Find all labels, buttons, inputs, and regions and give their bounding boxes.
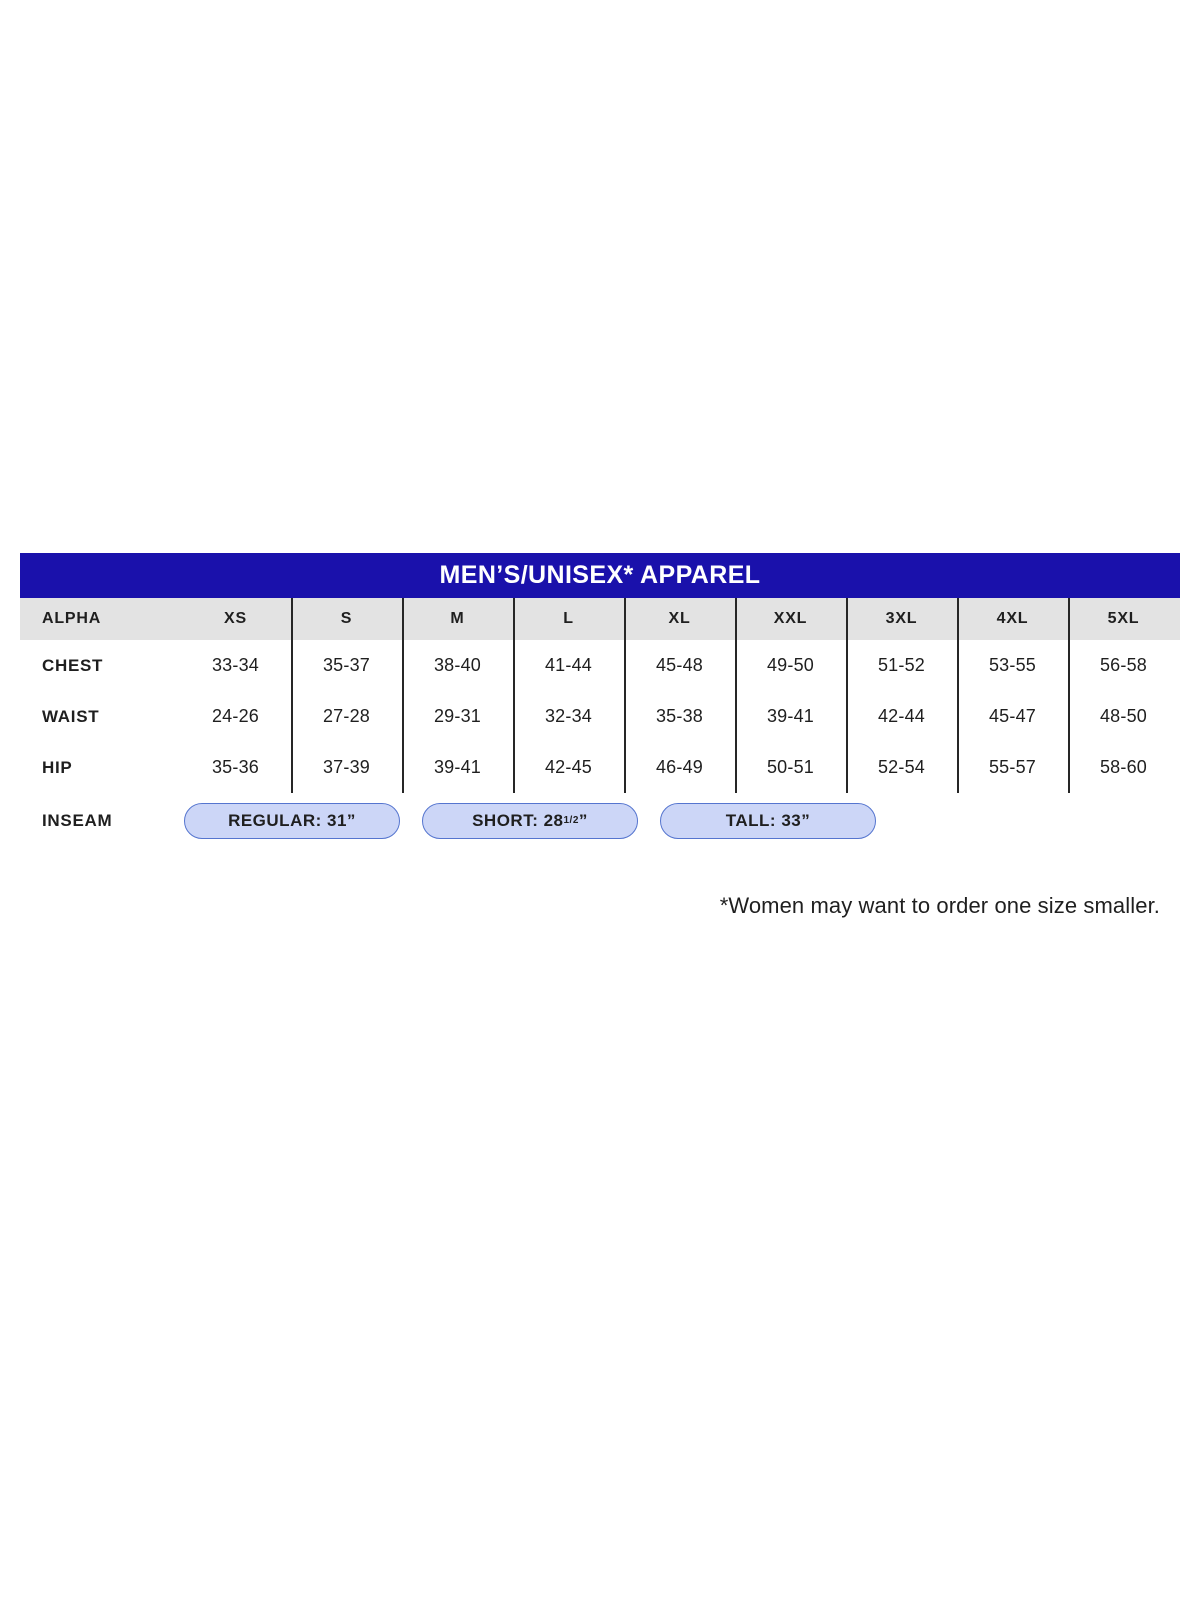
inseam-row: INSEAM REGULAR: 31” SHORT: 28 1/2” TALL: … [20, 793, 1180, 849]
cell-chest-4xl: 53-55 [988, 655, 1037, 675]
cell-chest-m: 38-40 [433, 655, 482, 675]
cell-waist-xxl: 39-41 [766, 706, 815, 726]
inseam-option-short-label: SHORT: 28 [472, 811, 564, 830]
size-table: ALPHA XS S M L XL XXL 3XL 4XL 5XL CHEST … [20, 598, 1180, 793]
cell-hip-l: 42-45 [544, 757, 593, 777]
column-header-m: M [450, 610, 465, 627]
inseam-option-tall-label: TALL: 33” [725, 811, 811, 830]
cell-chest-xs: 33-34 [211, 655, 260, 675]
cell-chest-s: 35-37 [322, 655, 371, 675]
inseam-option-short-suffix: ” [578, 811, 588, 830]
table-row: WAIST 24-26 27-28 29-31 32-34 35-38 39-4… [20, 691, 1180, 742]
row-label-waist: WAIST [42, 706, 100, 726]
column-header-s: S [340, 610, 353, 627]
cell-chest-xl: 45-48 [655, 655, 704, 675]
cell-waist-3xl: 42-44 [877, 706, 926, 726]
inseam-option-short[interactable]: SHORT: 28 1/2” [422, 803, 638, 839]
column-header-5xl: 5XL [1107, 610, 1140, 627]
column-header-3xl: 3XL [885, 610, 918, 627]
chart-title-bar: MEN’S/UNISEX* APPAREL [20, 553, 1180, 598]
cell-chest-l: 41-44 [544, 655, 593, 675]
cell-waist-s: 27-28 [322, 706, 371, 726]
cell-hip-5xl: 58-60 [1099, 757, 1148, 777]
cell-hip-xxl: 50-51 [766, 757, 815, 777]
inseam-option-regular[interactable]: REGULAR: 31” [184, 803, 400, 839]
column-header-alpha: ALPHA [42, 610, 102, 627]
table-header-row: ALPHA XS S M L XL XXL 3XL 4XL 5XL [20, 598, 1180, 640]
cell-hip-xs: 35-36 [211, 757, 260, 777]
column-header-l: L [563, 610, 574, 627]
cell-waist-l: 32-34 [544, 706, 593, 726]
cell-hip-s: 37-39 [322, 757, 371, 777]
chart-title: MEN’S/UNISEX* APPAREL [439, 561, 761, 589]
inseam-options: REGULAR: 31” SHORT: 28 1/2” TALL: 33” [180, 803, 876, 839]
table-row: CHEST 33-34 35-37 38-40 41-44 45-48 49-5… [20, 640, 1180, 691]
cell-chest-xxl: 49-50 [766, 655, 815, 675]
cell-hip-m: 39-41 [433, 757, 482, 777]
cell-chest-3xl: 51-52 [877, 655, 926, 675]
footnote: *Women may want to order one size smalle… [719, 893, 1160, 918]
cell-waist-xs: 24-26 [211, 706, 260, 726]
column-header-xl: XL [668, 610, 691, 627]
cell-waist-5xl: 48-50 [1099, 706, 1148, 726]
inseam-option-tall[interactable]: TALL: 33” [660, 803, 876, 839]
row-label-inseam: INSEAM [42, 811, 113, 830]
inseam-option-regular-label: REGULAR: 31” [228, 811, 356, 830]
cell-hip-3xl: 52-54 [877, 757, 926, 777]
row-label-hip: HIP [42, 757, 73, 777]
column-header-xs: XS [224, 610, 247, 627]
cell-chest-5xl: 56-58 [1099, 655, 1148, 675]
size-chart: MEN’S/UNISEX* APPAREL ALPHA XS S M L XL … [20, 553, 1180, 849]
table-row: HIP 35-36 37-39 39-41 42-45 46-49 50-51 … [20, 742, 1180, 793]
cell-hip-4xl: 55-57 [988, 757, 1037, 777]
column-header-4xl: 4XL [996, 610, 1029, 627]
cell-hip-xl: 46-49 [655, 757, 704, 777]
column-header-xxl: XXL [773, 610, 808, 627]
cell-waist-m: 29-31 [433, 706, 482, 726]
cell-waist-xl: 35-38 [655, 706, 704, 726]
row-label-chest: CHEST [42, 655, 104, 675]
cell-waist-4xl: 45-47 [988, 706, 1037, 726]
